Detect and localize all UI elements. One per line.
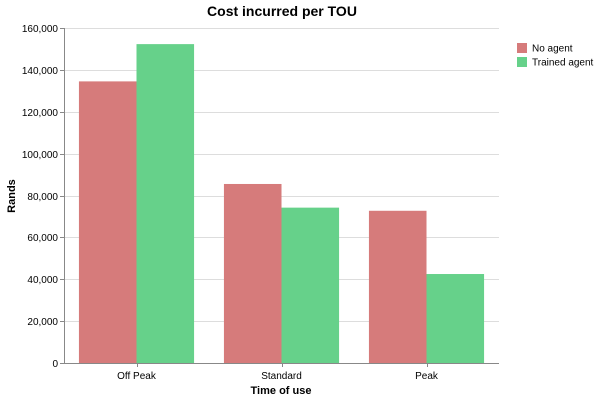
x-tick-label: Peak: [415, 371, 439, 382]
bar-no-agent-peak: [368, 210, 427, 363]
y-tick-label: 0: [52, 359, 58, 370]
legend-swatch: [517, 43, 527, 53]
bar-no-agent-off-peak: [78, 81, 137, 363]
y-tick-label: 40,000: [27, 275, 58, 286]
legend-label: No agent: [532, 44, 573, 55]
bar-trained-agent-off-peak: [136, 44, 195, 364]
axes: [64, 28, 499, 364]
x-tick-label: Off Peak: [117, 371, 157, 382]
y-axis-ticks: 0 20,000 40,000 60,000 80,000 100,000 120,000 1…: [22, 24, 64, 370]
x-axis-ticks: Off Peak Standard Peak: [117, 363, 439, 382]
bar-trained-agent-peak: [426, 274, 485, 363]
legend-label: Trained agent: [532, 58, 594, 69]
y-tick-label: 20,000: [27, 317, 58, 328]
bars: [78, 44, 485, 364]
y-tick-label: 120,000: [22, 108, 59, 119]
y-tick-label: 80,000: [27, 192, 58, 203]
y-tick-label: 60,000: [27, 233, 58, 244]
y-tick-label: 160,000: [22, 24, 59, 35]
y-tick-label: 100,000: [22, 150, 59, 161]
bar-no-agent-standard: [223, 183, 282, 363]
y-axis-title: Rands: [6, 179, 18, 213]
bar-trained-agent-standard: [281, 207, 340, 363]
y-tick-label: 140,000: [22, 66, 59, 77]
legend-swatch: [517, 57, 527, 67]
chart-title: Cost incurred per TOU: [207, 3, 357, 19]
legend: No agent Trained agent: [517, 43, 594, 69]
x-tick-label: Standard: [261, 371, 302, 382]
x-axis-title: Time of use: [251, 385, 312, 397]
